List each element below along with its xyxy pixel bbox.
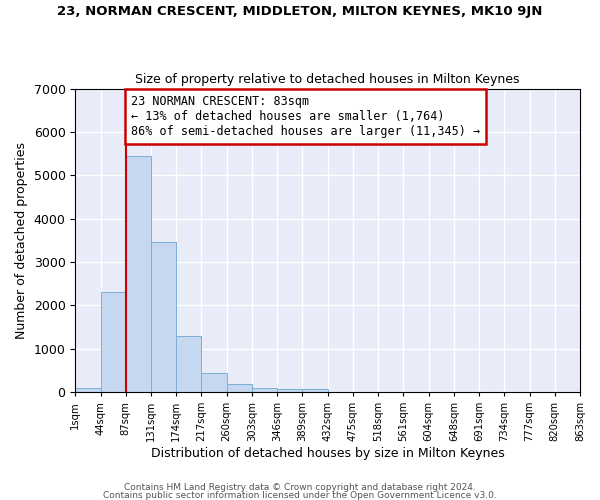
Text: Contains public sector information licensed under the Open Government Licence v3: Contains public sector information licen… bbox=[103, 490, 497, 500]
Bar bbox=[302, 389, 328, 392]
Bar bbox=[277, 389, 302, 392]
Bar bbox=[101, 292, 126, 392]
Bar bbox=[227, 384, 252, 392]
Bar bbox=[202, 372, 227, 392]
X-axis label: Distribution of detached houses by size in Milton Keynes: Distribution of detached houses by size … bbox=[151, 447, 505, 460]
Bar bbox=[126, 156, 151, 392]
Bar bbox=[75, 388, 101, 392]
Y-axis label: Number of detached properties: Number of detached properties bbox=[15, 142, 28, 339]
Title: Size of property relative to detached houses in Milton Keynes: Size of property relative to detached ho… bbox=[136, 73, 520, 86]
Bar bbox=[151, 242, 176, 392]
Text: 23, NORMAN CRESCENT, MIDDLETON, MILTON KEYNES, MK10 9JN: 23, NORMAN CRESCENT, MIDDLETON, MILTON K… bbox=[58, 5, 542, 18]
Text: Contains HM Land Registry data © Crown copyright and database right 2024.: Contains HM Land Registry data © Crown c… bbox=[124, 484, 476, 492]
Text: 23 NORMAN CRESCENT: 83sqm
← 13% of detached houses are smaller (1,764)
86% of se: 23 NORMAN CRESCENT: 83sqm ← 13% of detac… bbox=[131, 95, 480, 138]
Bar bbox=[252, 388, 277, 392]
Bar bbox=[176, 336, 202, 392]
